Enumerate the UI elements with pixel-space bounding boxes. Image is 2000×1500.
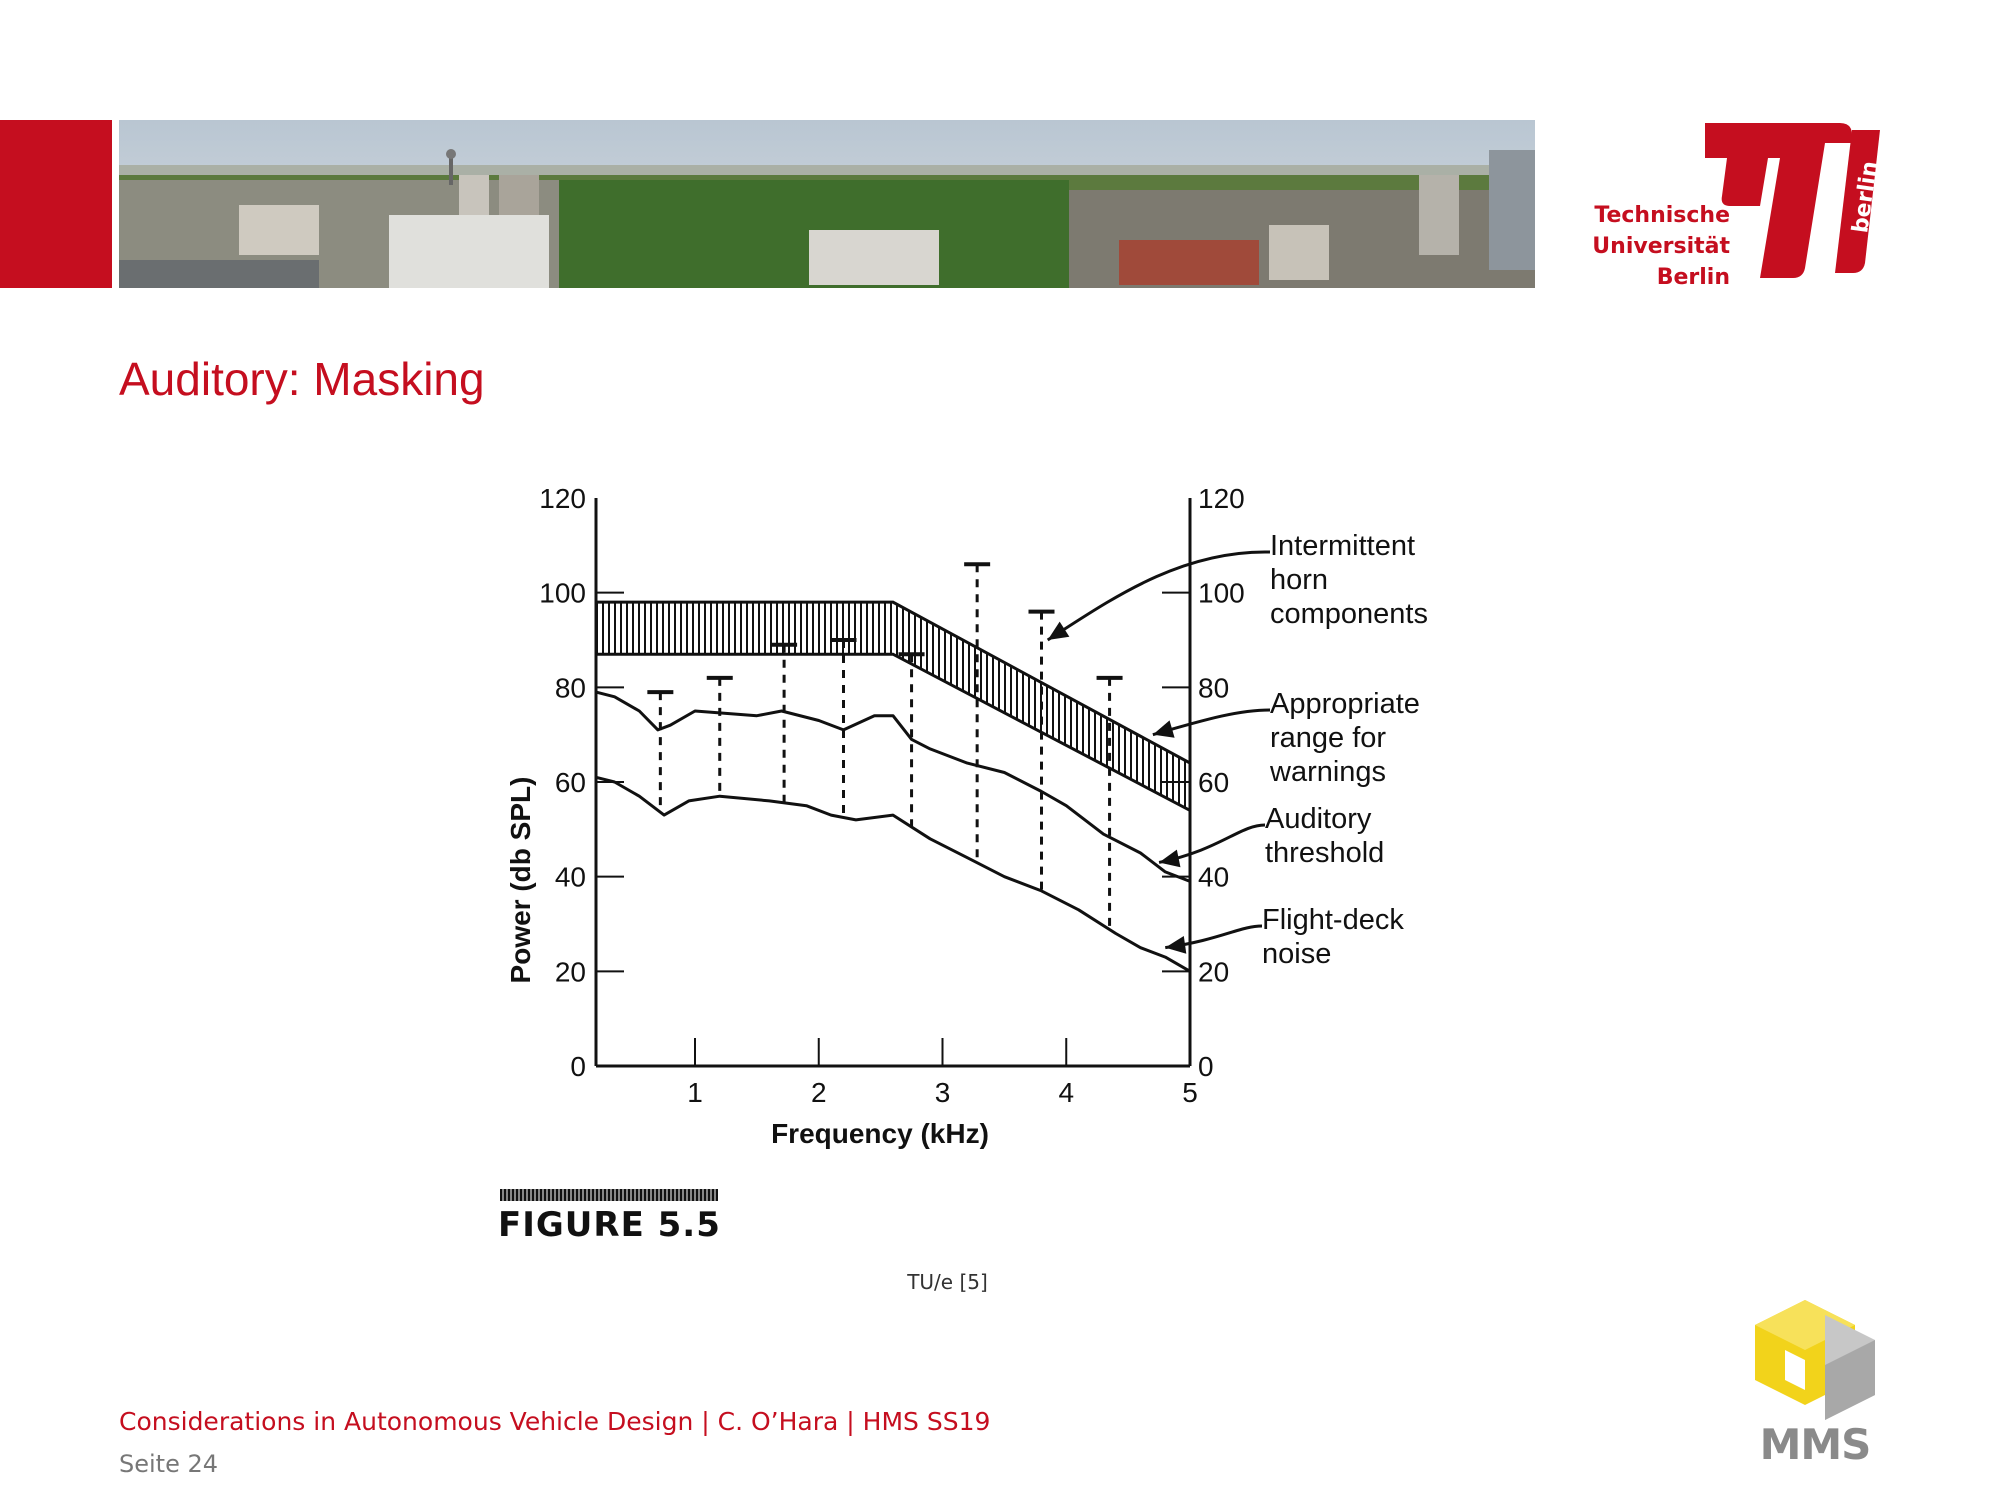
annotation-text: horn <box>1270 564 1328 596</box>
y-tick-label-left: 40 <box>555 862 586 893</box>
y-tick-label-left: 60 <box>555 767 586 798</box>
header-red-block <box>0 120 112 288</box>
berlin-skyline-banner <box>119 120 1535 288</box>
x-tick-label: 1 <box>687 1077 703 1108</box>
university-name: Technische Universität Berlin <box>1590 200 1730 293</box>
mms-logo-text: MMS <box>1759 1420 1872 1469</box>
annotation-text: noise <box>1262 938 1331 970</box>
x-tick-label: 3 <box>935 1077 951 1108</box>
annotation-text: Appropriate <box>1270 688 1420 720</box>
x-axis-label: Frequency (kHz) <box>771 1118 989 1149</box>
annotation-text: warnings <box>1269 756 1386 788</box>
annotation-text: components <box>1270 598 1428 630</box>
university-line-1: Technische <box>1594 203 1730 228</box>
y-tick-label-right: 80 <box>1198 672 1229 703</box>
x-tick-label: 2 <box>811 1077 827 1108</box>
flight-deck-noise-line <box>595 775 1191 973</box>
annotation-text: Intermittent <box>1270 530 1415 562</box>
x-tick-label: 4 <box>1058 1077 1074 1108</box>
y-tick-label-left: 20 <box>555 956 586 987</box>
footer-course-line: Considerations in Autonomous Vehicle Des… <box>119 1407 991 1436</box>
page-number: Seite 24 <box>119 1450 219 1478</box>
y-tick-label-right: 120 <box>1198 483 1245 514</box>
y-tick-label-right: 20 <box>1198 956 1229 987</box>
annotation-arrowhead <box>1152 720 1175 738</box>
y-tick-label-right: 40 <box>1198 862 1229 893</box>
annotation-arrowhead <box>1159 849 1181 868</box>
tu-berlin-logo: berlin <box>1705 123 1883 278</box>
annotation-text: Flight-deck <box>1262 904 1404 936</box>
annotation-text: Auditory <box>1265 803 1372 835</box>
auditory-threshold-line <box>595 690 1191 883</box>
y-axis-label: Power (db SPL) <box>505 777 536 984</box>
annotation-text: threshold <box>1265 837 1384 869</box>
y-tick-label-right: 100 <box>1198 578 1245 609</box>
figure-label: FIGURE 5.5 <box>498 1205 721 1245</box>
slide-title: Auditory: Masking <box>119 353 485 405</box>
university-line-2: Universität <box>1592 234 1730 259</box>
y-tick-label-left: 120 <box>539 483 586 514</box>
annotation-arrow <box>1046 550 1271 642</box>
annotation-arrowhead <box>1165 935 1187 954</box>
y-tick-label-left: 0 <box>570 1051 586 1082</box>
y-tick-label-right: 60 <box>1198 767 1229 798</box>
masking-chart: 0 0 20 20 40 40 60 60 80 80 100 100 120 120 1 2 3 4 5 Inter… <box>505 483 1428 1149</box>
figure-label-bar <box>500 1189 718 1201</box>
y-tick-label-left: 100 <box>539 578 586 609</box>
figure-source: TU/e [5] <box>907 1270 988 1294</box>
x-tick-label: 5 <box>1182 1077 1198 1108</box>
mms-logo <box>1755 1300 1875 1420</box>
y-tick-label-left: 80 <box>555 672 586 703</box>
annotation-arrowhead <box>1047 621 1070 640</box>
annotation-text: range for <box>1270 722 1386 754</box>
y-tick-label-right: 0 <box>1198 1051 1214 1082</box>
university-line-3: Berlin <box>1656 265 1730 290</box>
warning-range-band <box>594 600 1192 813</box>
